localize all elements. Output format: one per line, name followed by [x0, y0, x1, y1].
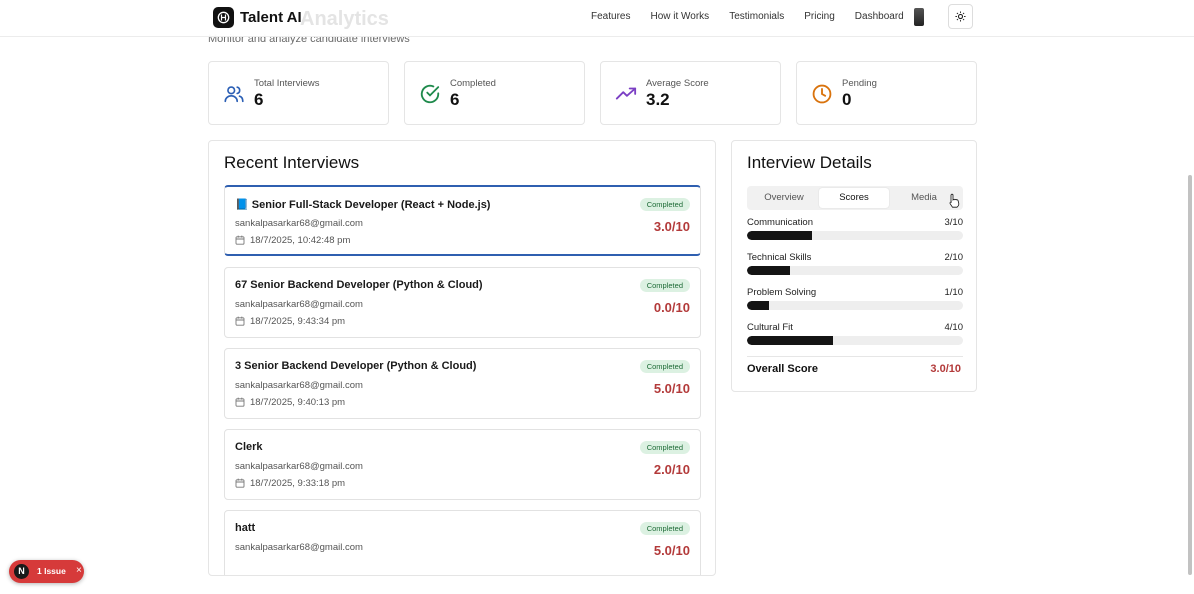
interview-date: 18/7/2025, 10:42:48 pm	[250, 235, 351, 246]
interview-score: 2.0/10	[653, 462, 690, 477]
nav-link-testimonials[interactable]: Testimonials	[729, 11, 785, 22]
score-name: Communication	[747, 217, 813, 228]
next-logo-icon: N	[14, 564, 29, 579]
check-circle-icon	[420, 84, 440, 104]
stat-label: Average Score	[646, 78, 709, 89]
close-icon[interactable]: ×	[76, 565, 82, 576]
nav-links: Features How it Works Testimonials Prici…	[591, 11, 904, 22]
divider	[747, 356, 963, 357]
issues-count: 1 Issue	[37, 566, 66, 576]
tab-overview[interactable]: Overview	[764, 192, 804, 203]
interview-title: 3 Senior Backend Developer (Python & Clo…	[235, 360, 477, 372]
score-value: 1/10	[944, 287, 964, 298]
tab-media[interactable]: Media	[911, 192, 937, 203]
nav-link-pricing[interactable]: Pricing	[804, 11, 835, 22]
mouse-pointer-icon	[949, 193, 960, 208]
recent-interviews-title: Recent Interviews	[224, 153, 360, 172]
calendar-icon	[235, 478, 245, 488]
status-badge: Completed	[639, 279, 690, 292]
details-tabs: Overview Scores Media	[747, 186, 963, 210]
interview-email: sankalpasarkar68@gmail.com	[235, 218, 363, 229]
interview-card[interactable]: hatt sankalpasarkar68@gmail.com Complete…	[224, 510, 701, 575]
interview-email: sankalpasarkar68@gmail.com	[235, 461, 363, 472]
score-name: Problem Solving	[747, 287, 817, 298]
calendar-icon	[235, 235, 245, 245]
clock-icon	[812, 84, 832, 104]
issues-pill[interactable]: N 1 Issue ×	[9, 560, 84, 583]
status-badge: Completed	[639, 441, 690, 454]
interview-details-panel: Interview Details Overview Scores Media …	[731, 140, 977, 392]
user-avatar[interactable]	[914, 8, 924, 26]
stat-value: 0	[842, 90, 852, 109]
score-progress-fill	[747, 336, 834, 345]
nav-link-how-it-works[interactable]: How it Works	[650, 11, 710, 22]
overall-score-value: 3.0/10	[930, 363, 961, 375]
score-progress-fill	[747, 301, 769, 310]
interview-card[interactable]: 67 Senior Backend Developer (Python & Cl…	[224, 267, 701, 338]
interview-date: 18/7/2025, 9:40:13 pm	[250, 397, 346, 408]
interview-email: sankalpasarkar68@gmail.com	[235, 542, 363, 553]
score-progress-fill	[747, 266, 791, 275]
calendar-icon	[235, 316, 245, 326]
interview-title: 67 Senior Backend Developer (Python & Cl…	[235, 279, 483, 291]
score-progress-bar	[747, 336, 963, 345]
stat-card-completed: Completed 6	[404, 61, 585, 125]
sun-icon	[955, 11, 966, 22]
score-value: 4/10	[944, 322, 964, 333]
stat-card-total-interviews: Total Interviews 6	[208, 61, 389, 125]
trending-up-icon	[615, 87, 637, 100]
stat-value: 6	[254, 90, 264, 109]
interview-title: hatt	[235, 522, 256, 534]
interview-card[interactable]: 📘 Senior Full-Stack Developer (React + N…	[224, 185, 701, 256]
score-value: 2/10	[944, 252, 964, 263]
interview-date: 18/7/2025, 9:33:18 pm	[250, 478, 346, 489]
scrollbar[interactable]	[1188, 175, 1192, 575]
interview-card[interactable]: Clerk sankalpasarkar68@gmail.com 18/7/20…	[224, 429, 701, 500]
interview-score: 5.0/10	[653, 543, 690, 558]
stat-card-average-score: Average Score 3.2	[600, 61, 781, 125]
stat-label: Total Interviews	[254, 78, 320, 89]
stat-value: 6	[450, 90, 460, 109]
interview-details-title: Interview Details	[747, 153, 872, 172]
book-icon: 📘	[235, 199, 249, 211]
score-progress-bar	[747, 301, 963, 310]
score-name: Technical Skills	[747, 252, 812, 263]
brand-name[interactable]: Talent AI	[240, 9, 302, 26]
status-badge: Completed	[639, 360, 690, 373]
stat-label: Pending	[842, 78, 877, 89]
nav-link-dashboard[interactable]: Dashboard	[854, 11, 904, 22]
interview-score: 5.0/10	[653, 381, 690, 396]
interview-email: sankalpasarkar68@gmail.com	[235, 299, 363, 310]
interview-score: 0.0/10	[653, 300, 690, 315]
interview-title: 📘 Senior Full-Stack Developer (React + N…	[235, 199, 491, 211]
score-progress-bar	[747, 266, 963, 275]
score-progress-bar	[747, 231, 963, 240]
interview-card[interactable]: 3 Senior Backend Developer (Python & Clo…	[224, 348, 701, 419]
logo-icon[interactable]	[213, 7, 234, 28]
score-name: Cultural Fit	[747, 322, 793, 333]
interview-email: sankalpasarkar68@gmail.com	[235, 380, 363, 391]
status-badge: Completed	[639, 522, 690, 535]
interview-score: 3.0/10	[653, 219, 690, 234]
stat-card-pending: Pending 0	[796, 61, 977, 125]
users-icon	[224, 86, 244, 103]
interview-date: 18/7/2025, 9:43:34 pm	[250, 316, 346, 327]
nav-link-features[interactable]: Features	[591, 11, 631, 22]
overall-score-label: Overall Score	[747, 363, 818, 375]
theme-toggle-button[interactable]	[948, 4, 973, 29]
recent-interviews-panel: Recent Interviews 📘 Senior Full-Stack De…	[208, 140, 716, 576]
interview-title: Clerk	[235, 441, 263, 453]
top-navbar: Talent AI Features How it Works Testimon…	[0, 0, 1194, 37]
score-value: 3/10	[944, 217, 964, 228]
calendar-icon	[235, 397, 245, 407]
score-progress-fill	[747, 231, 812, 240]
stat-label: Completed	[450, 78, 496, 89]
stat-value: 3.2	[646, 90, 670, 109]
tab-scores[interactable]: Scores	[819, 188, 889, 208]
status-badge: Completed	[639, 198, 690, 211]
